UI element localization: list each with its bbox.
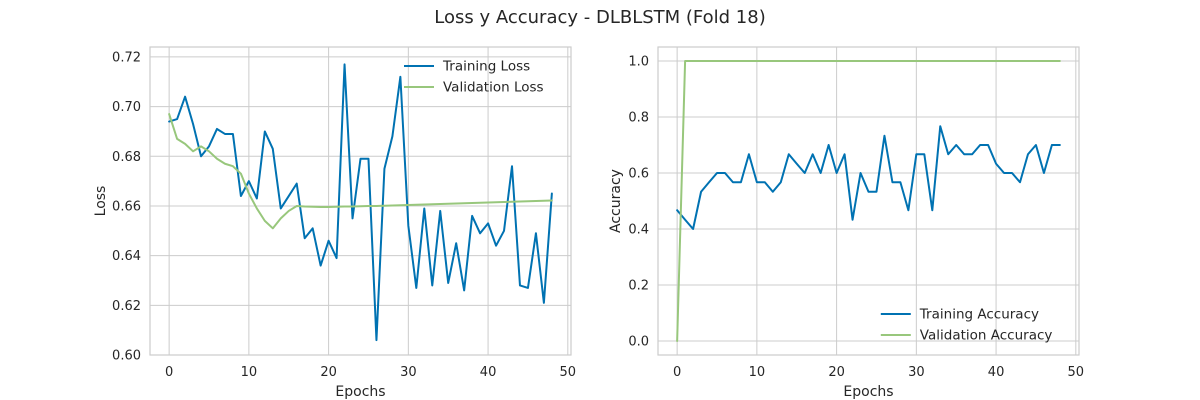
- loss-y-tick-label: 0.64: [112, 249, 141, 264]
- accuracy-y-tick-label: 0.0: [628, 335, 649, 350]
- accuracy-y-tick-label: 1.0: [628, 55, 649, 70]
- series-line-validation-accuracy: [676, 60, 1061, 342]
- loss-axes-frame: [149, 46, 572, 356]
- loss-ticks: 0 10 20 30 40 50 0.60 0.62 0.64 0.66 0.68 0.70 0.72: [112, 50, 576, 380]
- loss-y-tick-label: 0.72: [112, 50, 141, 65]
- loss-x-tick-label: 0: [165, 365, 173, 380]
- loss-y-tick-label: 0.62: [112, 299, 141, 314]
- loss-chart: 0 10 20 30 40 500.600.620.640.660.680.700.72 …: [93, 46, 576, 400]
- loss-legend: Training Loss Validation Loss: [404, 59, 544, 96]
- accuracy-x-tick-label: 40: [988, 365, 1005, 380]
- legend-label-training-accuracy: Training Accuracy: [919, 307, 1039, 323]
- legend-label-validation-accuracy: Validation Accuracy: [920, 328, 1053, 344]
- accuracy-y-tick-label: 0.4: [628, 223, 649, 238]
- accuracy-chart: 0 10 20 30 40 50 0.0 0.2 0.4 0.6 0.8 1.0 Epochs Acc…: [608, 46, 1084, 400]
- loss-x-tick-label: 30: [400, 365, 417, 380]
- loss-x-tick-label: 10: [241, 365, 258, 380]
- loss-grid: [150, 47, 571, 356]
- accuracy-axes-frame: [657, 46, 1080, 356]
- accuracy-x-tick-label: 50: [1068, 365, 1085, 380]
- loss-x-tick-label: 50: [560, 365, 577, 380]
- loss-y-tick-label: 0.68: [112, 150, 141, 165]
- loss-y-tick-label: 0.70: [112, 100, 141, 115]
- accuracy-y-tick-label: 0.8: [628, 111, 649, 126]
- loss-y-tick-label: 0.66: [112, 199, 141, 214]
- accuracy-x-tick-label: 10: [749, 365, 766, 380]
- accuracy-y-tick-label: 0.6: [628, 167, 649, 182]
- series-line-training-accuracy: [676, 125, 1061, 230]
- series-line-training-loss: [168, 63, 553, 342]
- loss-series: [168, 63, 553, 342]
- accuracy-ticks: 0 10 20 30 40 50 0.0 0.2 0.4 0.6 0.8 1.0: [628, 55, 1084, 381]
- series-line-validation-loss: [168, 113, 553, 230]
- loss-y-tick-label: 0.60: [112, 349, 141, 364]
- accuracy-y-axis-label: Accuracy: [608, 169, 624, 233]
- legend-label-validation-loss: Validation Loss: [443, 80, 544, 96]
- loss-x-tick-label: 20: [320, 365, 337, 380]
- accuracy-series: [676, 60, 1061, 342]
- accuracy-x-tick-label: 20: [828, 365, 845, 380]
- legend-label-training-loss: Training Loss: [442, 59, 530, 75]
- loss-y-axis-label: Loss: [93, 186, 109, 217]
- loss-x-tick-label: 40: [480, 365, 497, 380]
- accuracy-x-axis-label: Epochs: [843, 384, 893, 400]
- accuracy-y-tick-label: 0.2: [628, 279, 649, 294]
- accuracy-legend: Training Accuracy Validation Accuracy: [880, 307, 1053, 344]
- accuracy-x-tick-label: 30: [908, 365, 925, 380]
- accuracy-x-tick-label: 0: [673, 365, 681, 380]
- loss-x-axis-label: Epochs: [335, 384, 385, 400]
- figure-title: Loss y Accuracy - DLBLSTM (Fold 18): [434, 7, 765, 28]
